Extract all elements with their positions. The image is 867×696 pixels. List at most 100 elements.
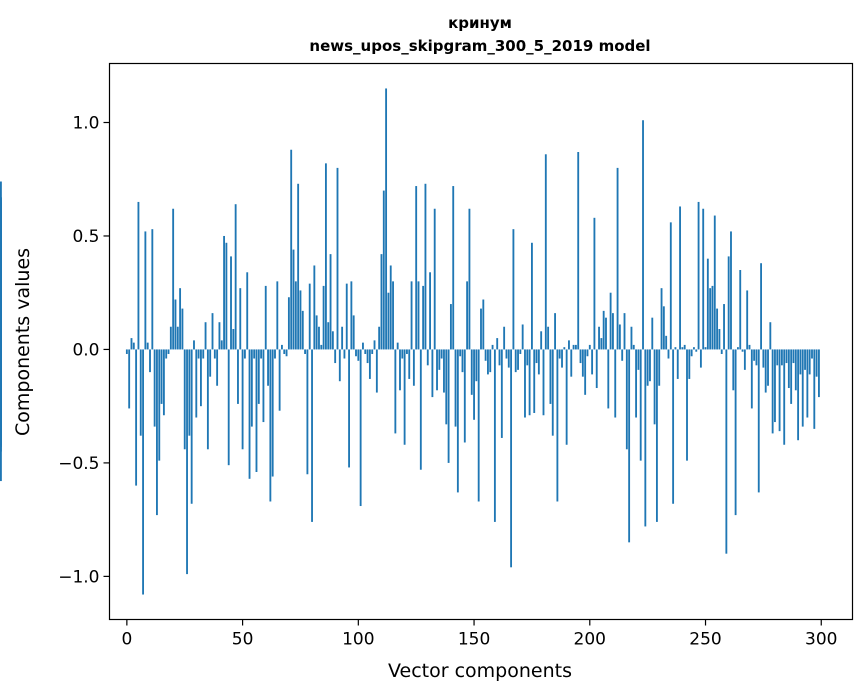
bar (253, 349, 256, 359)
bar (230, 256, 232, 350)
bar (287, 297, 290, 350)
bar (487, 349, 489, 375)
bar (688, 349, 691, 379)
x-tick-label: 50 (232, 630, 254, 650)
bar (380, 254, 383, 350)
bar (794, 349, 797, 391)
bar (602, 310, 605, 350)
bar (389, 265, 392, 350)
bar (718, 329, 721, 350)
bar (556, 349, 559, 502)
bar (514, 349, 517, 373)
bar (498, 349, 501, 366)
bar (336, 167, 339, 350)
bar (357, 349, 360, 361)
bar (679, 206, 681, 350)
bar (410, 281, 413, 350)
bar (767, 349, 769, 386)
bar (762, 349, 765, 368)
bar (188, 349, 191, 436)
bar (547, 326, 550, 350)
bar (408, 349, 411, 379)
bar (746, 290, 749, 350)
bar (440, 349, 443, 359)
bar (531, 242, 533, 350)
bar (454, 349, 457, 427)
bar (579, 349, 582, 364)
bar (257, 349, 260, 404)
bar (211, 313, 214, 350)
bar (299, 290, 302, 350)
bar (681, 347, 684, 350)
bar (537, 349, 540, 375)
bar (436, 349, 438, 391)
bar (591, 349, 594, 375)
bar (355, 349, 357, 357)
bar (598, 326, 600, 350)
bar (216, 349, 219, 386)
x-axis-ticks: 0 50 100 150 200 250 300 (121, 619, 837, 650)
bar (459, 349, 462, 357)
bar (246, 272, 249, 350)
y-tick-label: −0.5 (58, 454, 99, 474)
bar (612, 313, 614, 350)
bar (373, 340, 376, 350)
bar (209, 349, 212, 377)
bar (461, 349, 464, 373)
bar (183, 349, 186, 450)
bar (403, 349, 406, 445)
bar (313, 265, 316, 350)
bar (623, 313, 626, 350)
bar (649, 349, 651, 382)
bar (267, 349, 269, 386)
bar (674, 347, 677, 350)
bar (477, 349, 480, 502)
bar (693, 347, 695, 350)
bar (290, 149, 293, 350)
bar (813, 349, 816, 429)
bar (493, 349, 496, 522)
bar (218, 322, 221, 350)
bar (412, 349, 415, 386)
bar (639, 349, 642, 461)
bar (521, 324, 524, 350)
bar (331, 331, 334, 350)
bar (635, 349, 638, 418)
bar (607, 349, 610, 409)
bar (572, 344, 575, 350)
bar (723, 304, 725, 350)
bar (269, 349, 272, 502)
bar (424, 183, 427, 350)
bar (276, 281, 279, 350)
bar (637, 349, 640, 370)
bar (250, 349, 253, 427)
bar (695, 349, 698, 352)
bar (699, 349, 702, 368)
bar (711, 285, 714, 350)
bar (200, 349, 202, 407)
bar (348, 349, 350, 468)
y-axis-label: Components values (12, 248, 34, 436)
bar (801, 349, 804, 427)
bar (616, 167, 619, 350)
bar (329, 254, 332, 350)
bar (304, 349, 307, 354)
bar (452, 186, 455, 350)
bar (438, 349, 441, 370)
bar (366, 349, 369, 364)
bar (686, 349, 688, 461)
bar (169, 326, 172, 350)
bar (371, 349, 374, 354)
bar (783, 349, 786, 445)
bar (278, 349, 281, 411)
bar (621, 349, 624, 361)
bar (480, 308, 482, 350)
bar (433, 208, 436, 350)
bar (524, 349, 526, 418)
x-tick-label: 200 (574, 630, 606, 650)
bar (797, 349, 800, 441)
bar (473, 349, 475, 420)
bar (419, 349, 422, 470)
bar (757, 349, 760, 493)
